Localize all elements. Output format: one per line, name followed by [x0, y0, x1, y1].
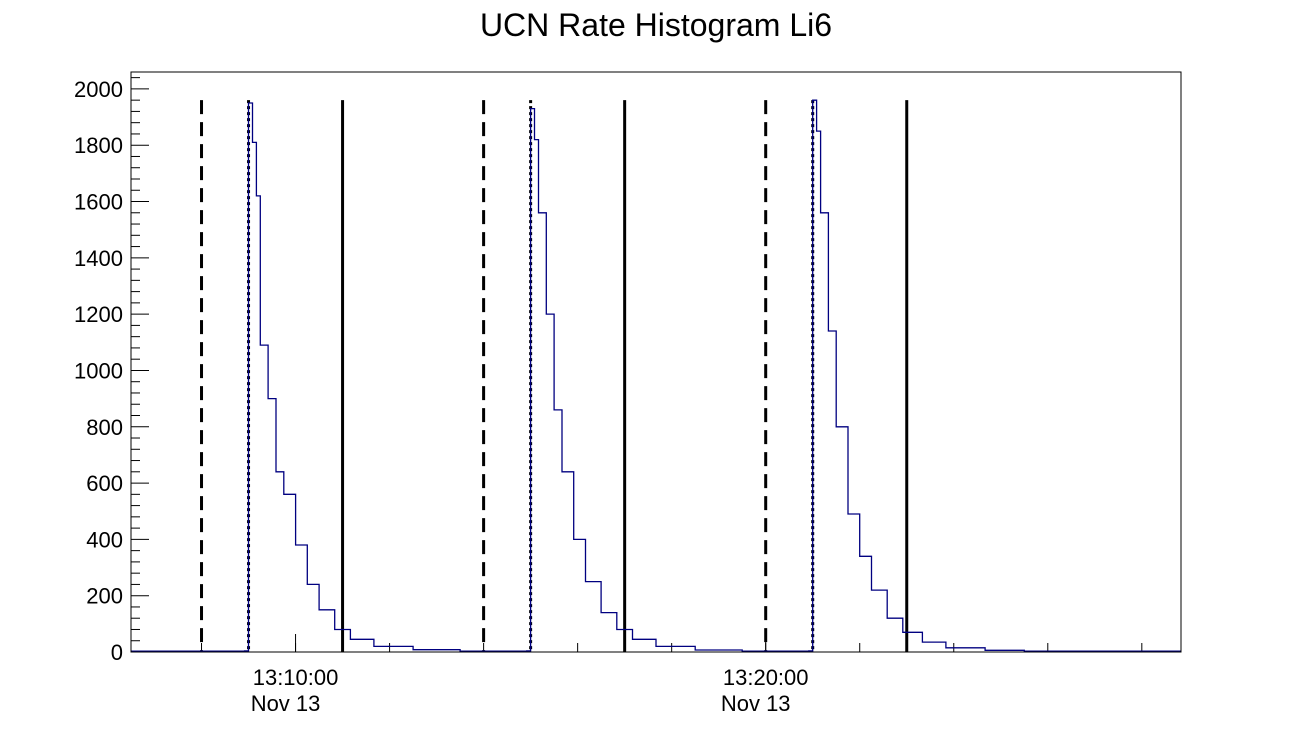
y-tick-label: 2000 [74, 77, 123, 102]
y-tick-label: 1400 [74, 246, 123, 271]
y-tick-label: 1600 [74, 190, 123, 215]
y-tick-label: 200 [86, 584, 123, 609]
y-tick-label: 400 [86, 527, 123, 552]
y-tick-label: 1200 [74, 302, 123, 327]
x-tick-date-label: Nov 13 [251, 691, 321, 716]
y-tick-label: 1800 [74, 133, 123, 158]
series-line [131, 99, 1181, 652]
series-layer [131, 99, 1181, 652]
axis-ticks: 0 200 400 600 800 1000 1200 1400 1600 1800 2000 13:… [74, 77, 1143, 716]
x-tick-label: 13:20:00 [723, 665, 809, 690]
y-tick-label: 1000 [74, 358, 123, 383]
y-tick-label: 800 [86, 415, 123, 440]
chart-title: UCN Rate Histogram Li6 [480, 7, 832, 43]
y-tick-label: 0 [111, 640, 123, 665]
x-tick-label: 13:10:00 [253, 665, 339, 690]
y-tick-label: 600 [86, 471, 123, 496]
plot-frame [130, 71, 1182, 653]
x-tick-date-label: Nov 13 [721, 691, 791, 716]
